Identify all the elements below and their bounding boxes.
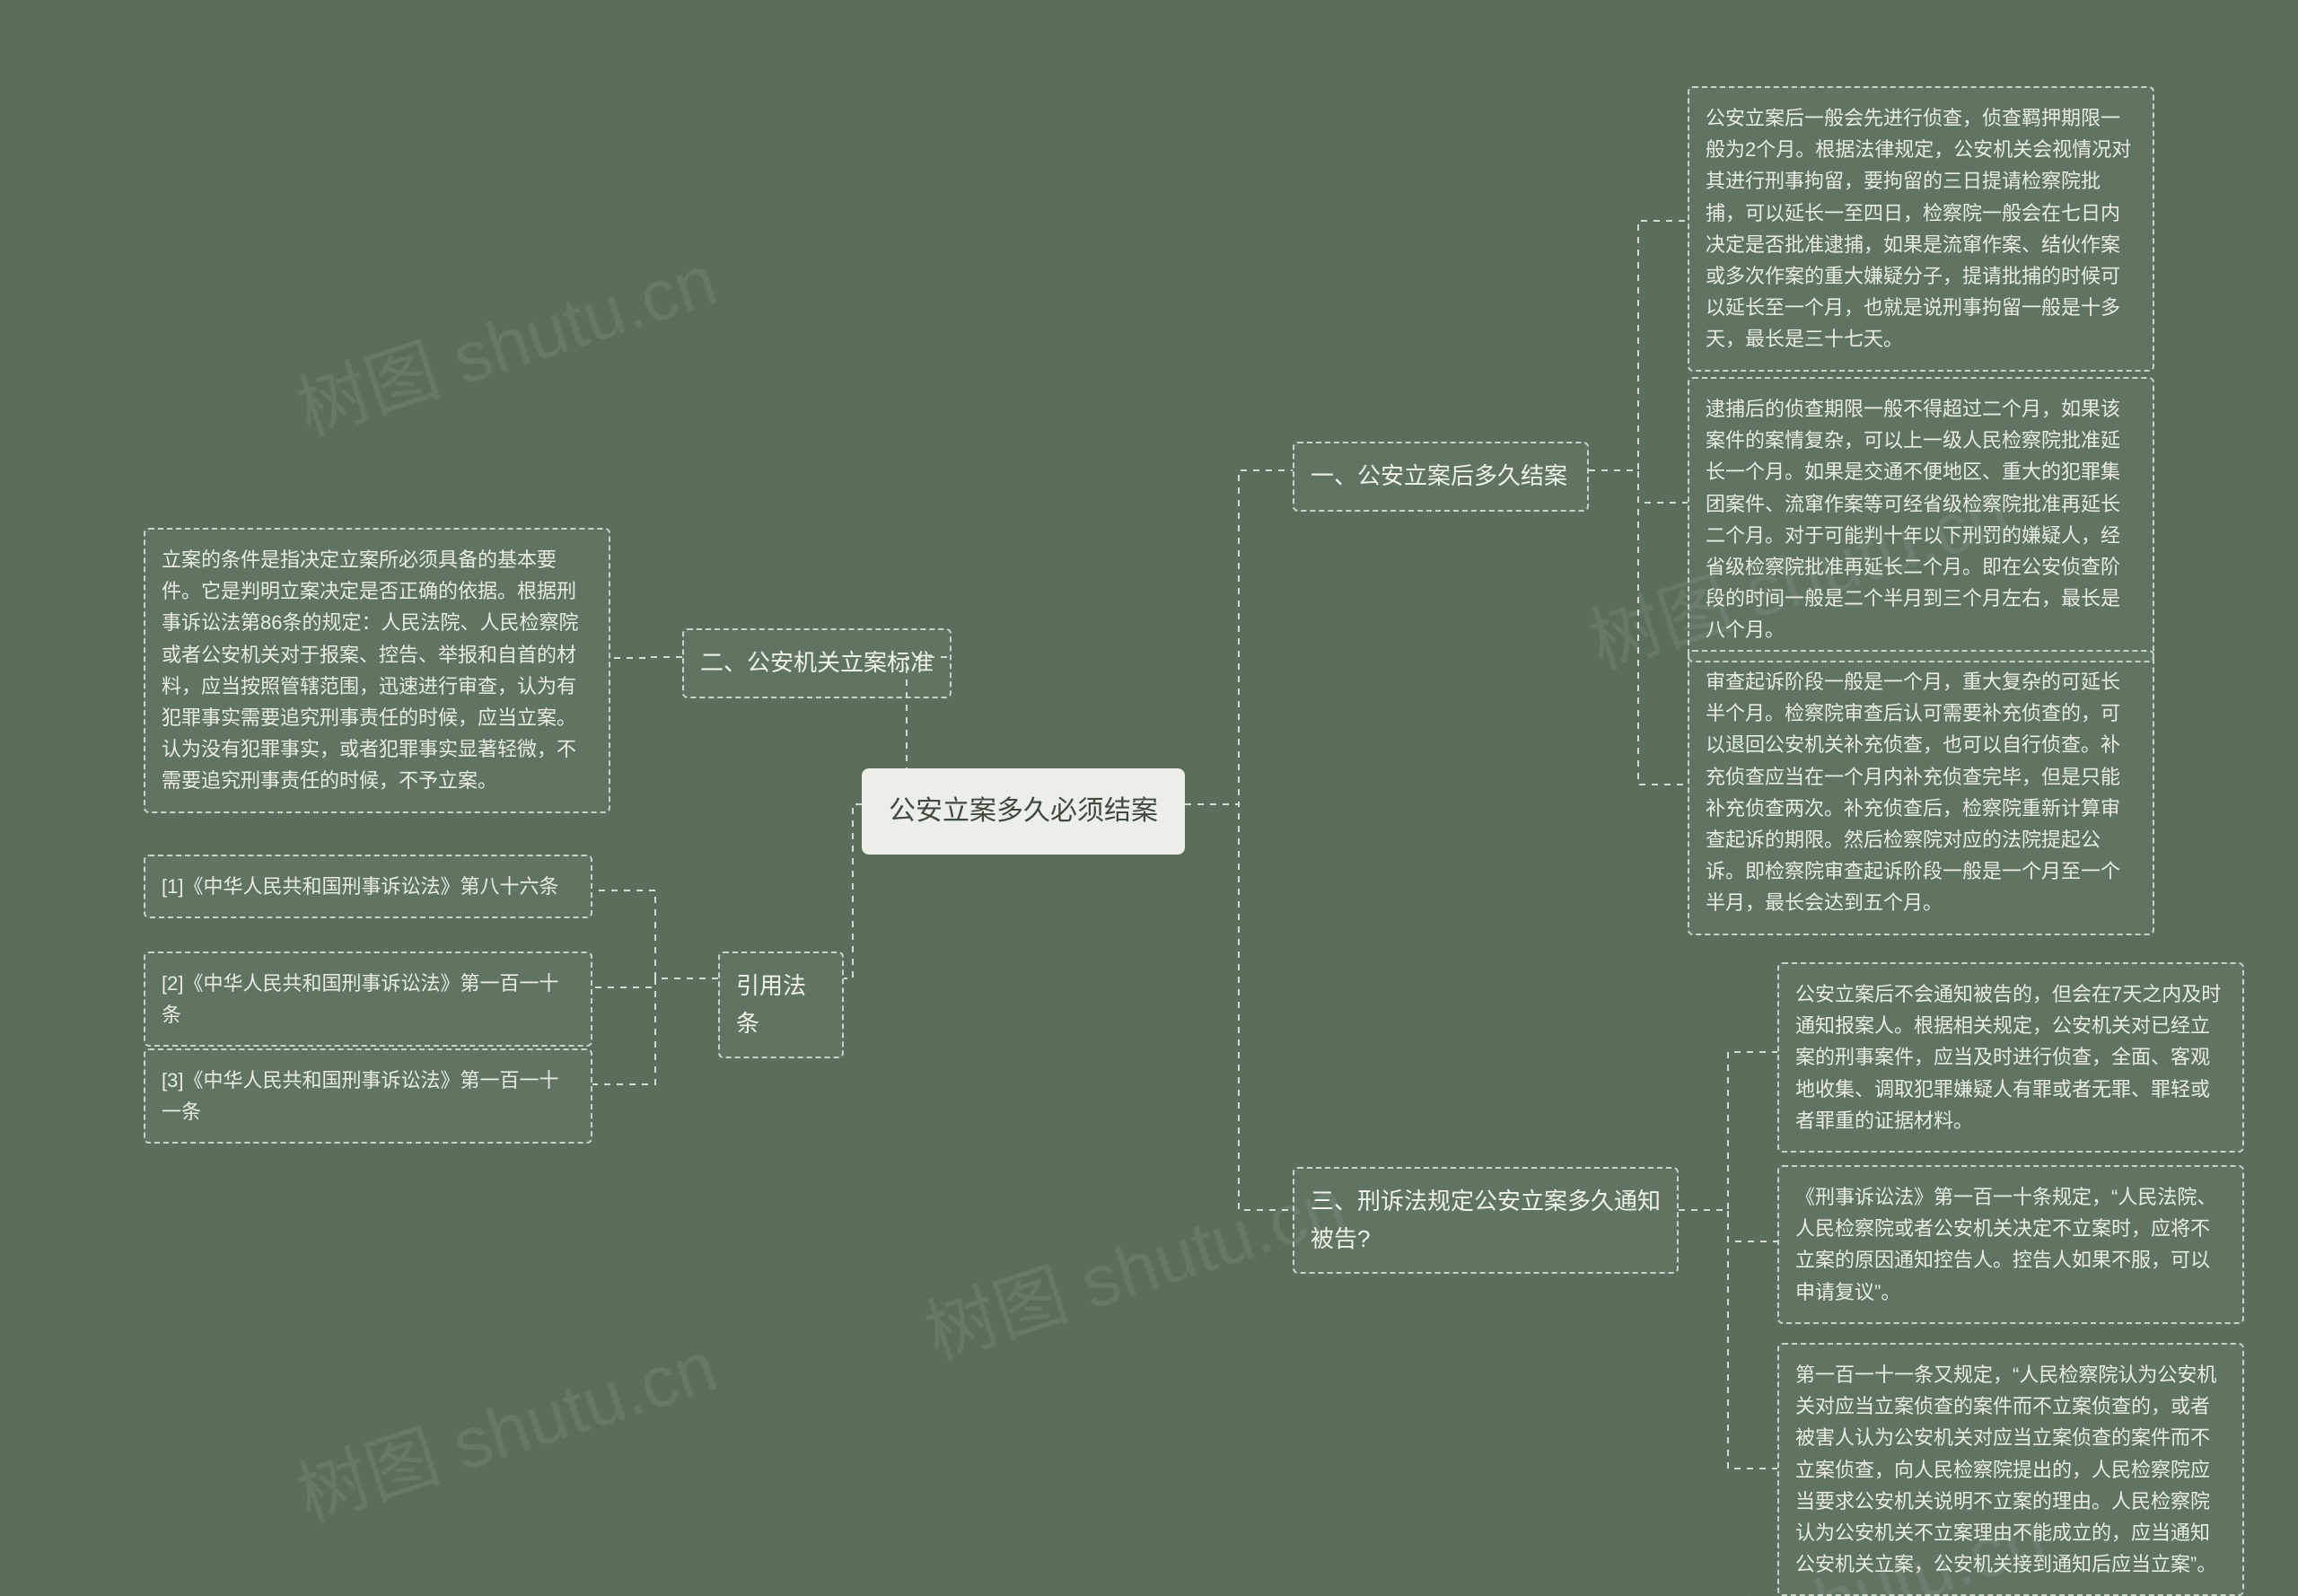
branch-3-leaf-2: 《刑事诉讼法》第一百一十条规定，“人民法院、人民检察院或者公安机关决定不立案时，…	[1777, 1165, 2244, 1324]
branch-1: 一、公安立案后多久结案	[1293, 442, 1589, 512]
watermark: 树图 shutu.cn	[910, 1147, 1356, 1381]
branch-4-leaf-2: [2]《中华人民共和国刑事诉讼法》第一百一十条	[144, 951, 592, 1047]
branch-2: 二、公安机关立案标准	[682, 628, 952, 698]
watermark: 树图 shutu.cn	[282, 1309, 728, 1542]
branch-4-leaf-3: [3]《中华人民共和国刑事诉讼法》第一百一十一条	[144, 1048, 592, 1144]
branch-1-leaf-1: 公安立案后一般会先进行侦查，侦查羁押期限一般为2个月。根据法律规定，公安机关会视…	[1688, 86, 2154, 372]
branch-1-leaf-2: 逮捕后的侦查期限一般不得超过二个月，如果该案件的案情复杂，可以上一级人民检察院批…	[1688, 377, 2154, 662]
branch-1-leaf-3: 审查起诉阶段一般是一个月，重大复杂的可延长半个月。检察院审查后认可需要补充侦查的…	[1688, 650, 2154, 935]
branch-3-leaf-1: 公安立案后不会通知被告的，但会在7天之内及时通知报案人。根据相关规定，公安机关对…	[1777, 962, 2244, 1153]
branch-4-leaf-1: [1]《中华人民共和国刑事诉讼法》第八十六条	[144, 855, 592, 918]
branch-3-leaf-3: 第一百一十一条又规定，“人民检察院认为公安机关对应当立案侦查的案件而不立案侦查的…	[1777, 1343, 2244, 1596]
branch-4: 引用法条	[718, 951, 844, 1058]
branch-3: 三、刑诉法规定公安立案多久通知被告?	[1293, 1167, 1679, 1274]
watermark: 树图 shutu.cn	[282, 223, 728, 456]
root-node: 公安立案多久必须结案	[862, 768, 1185, 855]
mindmap-canvas: 公安立案多久必须结案 一、公安立案后多久结案 公安立案后一般会先进行侦查，侦查羁…	[0, 0, 2298, 1596]
branch-2-leaf-1: 立案的条件是指决定立案所必须具备的基本要件。它是判明立案决定是否正确的依据。根据…	[144, 528, 610, 813]
